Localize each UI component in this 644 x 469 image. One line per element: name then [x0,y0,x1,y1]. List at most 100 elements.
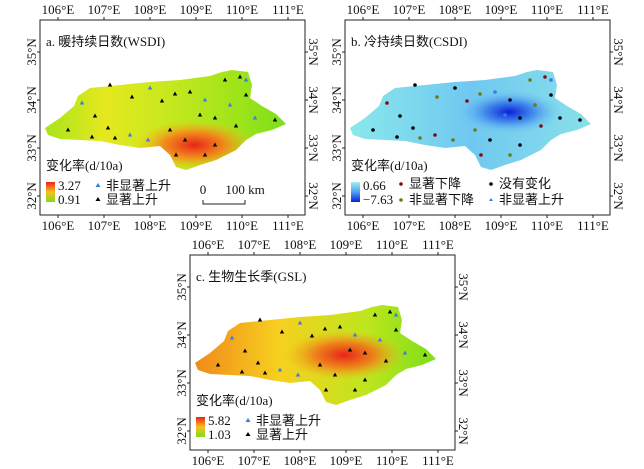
station-marker [411,126,415,130]
station-marker [433,133,437,137]
station-marker [239,369,245,374]
station-marker [317,362,323,367]
lon-tick-label-bottom: 110°E [376,453,408,468]
lon-tick-label-bottom: 111°E [422,453,454,468]
station-marker [387,309,393,314]
lat-tick-label-left: 32°N [24,182,39,210]
station-marker [252,115,258,120]
station-marker [518,143,522,147]
station-marker [362,350,368,355]
legend-label: 非显著下降 [409,192,474,207]
lat-tick-label-right: 32°N [456,417,471,445]
station-marker [385,101,389,105]
lon-tick-label-bottom: 110°E [531,218,563,233]
lon-tick-label-bottom: 107°E [238,453,271,468]
station-marker [243,92,249,97]
station-marker [528,78,532,82]
station-marker [222,77,228,82]
lon-tick-label-bottom: 109°E [330,453,363,468]
lon-tick-label-bottom: 107°E [88,218,121,233]
station-marker [465,99,469,103]
lat-tick-label-right: 33°N [456,369,471,397]
lat-tick-label-right: 35°N [306,38,321,66]
legend-symbol [95,197,101,201]
lon-tick-label-bottom: 107°E [393,218,426,233]
station-marker [159,98,165,103]
hotspot-surface [350,70,591,170]
lon-tick-label-bottom: 106°E [192,453,225,468]
hotspot-surface [45,70,286,170]
station-marker [451,138,455,142]
station-marker [473,128,477,132]
station-marker [337,324,343,329]
scale-bar-label: 100 km [225,182,264,197]
station-marker [488,138,492,142]
lon-tick-label-top: 109°E [485,2,518,17]
lon-tick-label-top: 108°E [134,2,167,17]
colorbar-min: −7.63 [363,192,393,207]
station-marker [147,85,153,90]
station-marker [478,92,482,96]
legend-symbol [489,198,493,201]
lat-tick-label-left: 33°N [329,134,344,162]
lat-tick-label-right: 35°N [611,38,626,66]
station-marker [508,153,512,157]
legend-label: 非显著上升 [106,178,171,193]
lat-tick-label-right: 33°N [611,134,626,162]
lon-tick-label-bottom: 106°E [347,218,380,233]
station-marker [543,75,547,79]
map-panel-a: 106°E 106°E 107°E 107°E 108°E 108°E 109°E 109°E… [24,2,321,233]
station-marker [107,82,113,87]
station-marker [322,326,328,331]
panel-title: a. 暖持续日数(WSDI) [46,34,165,49]
station-marker [129,94,135,99]
lon-tick-label-bottom: 106°E [42,218,75,233]
station-marker [493,90,497,94]
lat-tick-label-left: 33°N [24,134,39,162]
lon-tick-label-top: 107°E [238,237,271,252]
station-marker [371,128,375,132]
lat-tick-label-left: 35°N [329,38,344,66]
study-region [350,70,591,170]
legend-symbol [399,182,403,186]
station-marker [233,123,239,128]
station-marker [453,86,457,90]
map-panel-b: 106°E 106°E 107°E 107°E 108°E 108°E 109°E 109°E… [329,2,626,233]
lon-tick-label-top: 110°E [376,237,408,252]
station-marker [187,89,193,94]
lat-tick-label-right: 35°N [456,273,471,301]
lat-tick-label-right: 34°N [306,86,321,114]
station-marker [295,372,301,377]
station-marker [549,78,553,82]
station-marker [277,367,283,372]
legend-label: 显著上升 [106,192,158,207]
colorbar-min: 1.03 [208,427,231,442]
station-marker [422,352,428,357]
legend-title: 变化率(d/10a) [196,393,273,408]
lon-tick-label-top: 107°E [88,2,121,17]
lat-tick-label-right: 32°N [611,182,626,210]
lon-tick-label-bottom: 110°E [226,218,258,233]
lon-tick-label-bottom: 108°E [439,218,472,233]
station-marker [393,327,399,332]
station-marker [332,372,338,377]
station-marker [237,74,243,79]
station-marker [518,116,522,120]
scale-bar [202,200,246,205]
station-marker [508,98,512,102]
lon-tick-label-top: 108°E [439,2,472,17]
lon-tick-label-bottom: 108°E [284,453,317,468]
station-marker [255,360,261,365]
station-marker [212,142,218,147]
station-marker [395,135,399,139]
station-marker [202,97,208,102]
panel-title: c. 生物生长季(GSL) [196,269,307,284]
station-marker [257,317,263,322]
station-marker [92,113,98,118]
station-marker [372,312,378,317]
station-marker [65,127,71,132]
colorbar-min: 0.91 [58,192,81,207]
lon-tick-label-top: 111°E [577,2,609,17]
legend-label: 非显著上升 [256,413,321,428]
station-marker [309,333,315,338]
